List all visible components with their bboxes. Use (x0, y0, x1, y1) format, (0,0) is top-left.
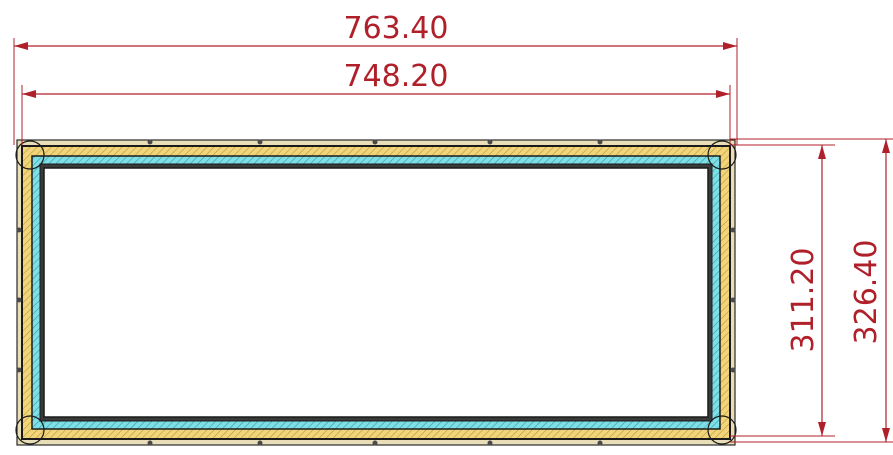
dim-label-outer-width: 763.40 (344, 11, 449, 46)
frame-opening (43, 167, 709, 418)
edge-bumps (16, 139, 736, 446)
corner-circle-top-right (707, 140, 737, 170)
extension-lines (13, 38, 893, 443)
corner-circle-bottom-left (15, 415, 45, 445)
dim-label-inner-height: 311.20 (786, 248, 821, 353)
dim-label-inner-width: 748.20 (344, 59, 449, 94)
frame-profile (15, 139, 737, 446)
dim-label-outer-height: 326.40 (849, 240, 884, 345)
dimension-lines (14, 42, 890, 442)
corner-circle-top-left (15, 140, 45, 170)
corner-circle-bottom-right (707, 415, 737, 445)
